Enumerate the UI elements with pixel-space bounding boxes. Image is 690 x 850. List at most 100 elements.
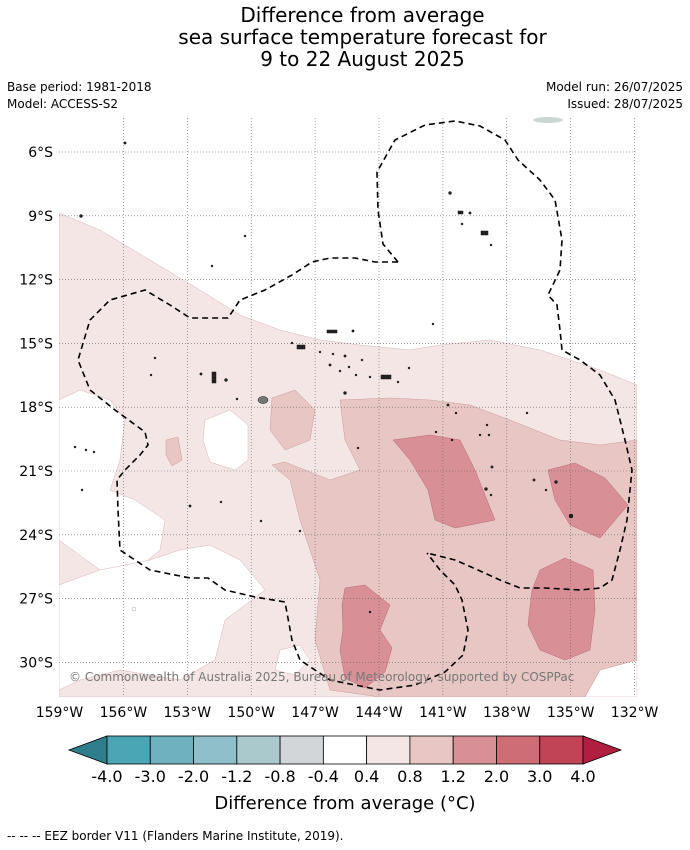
eez-border-marquesas [376,120,633,591]
colorbar-swatch [452,735,497,765]
island [210,264,214,268]
longitude-label: 159°W [36,705,84,721]
model-name: Model: ACCESS-S2 [7,97,119,111]
longitude-label: 141°W [419,705,467,721]
eez-legend-note: -- -- -- EEZ border V11 (Flanders Marine… [7,829,344,843]
island [131,606,137,612]
island [331,352,335,356]
colorbar-tick-labels: -4.0 -3.0 -2.0 -1.2 -0.8 -0.4 0.4 0.8 1.2 2.0 3.0 4… [91,767,595,786]
island [343,354,347,358]
island [568,513,574,519]
colorbar-swatch [149,735,194,765]
island [73,445,77,449]
colorbar-tick-label: -3.0 [135,767,166,786]
latitude-label: 18°S [19,400,53,416]
island [457,210,464,215]
colorbar-tick-label: -0.4 [308,767,339,786]
island [525,411,529,415]
colorbar-tick-label: -2.0 [178,767,209,786]
colorbar-tick-label: 4.0 [570,767,595,786]
colorbar-extend-high [582,735,623,765]
latitude-label: 21°S [19,464,53,480]
longitude-label: 144°W [355,705,403,721]
island [407,366,411,370]
island [533,117,563,123]
latitude-label: 6°S [28,145,53,161]
island [360,358,364,362]
island [354,373,358,377]
eez-borders [77,120,633,691]
colorbar-tick-label: 0.4 [354,767,379,786]
latitude-label: 12°S [19,273,53,289]
island [328,363,332,367]
island [296,344,306,350]
latitude-label: 30°S [19,655,53,671]
island [368,375,372,379]
colorbar-swatch [366,735,411,765]
meta-right: Model run: 26/07/2025 Issued: 28/07/2025 [546,79,683,113]
neutral-region [274,644,311,676]
colorbar-swatch [322,735,368,765]
island [450,438,454,442]
island [235,397,239,401]
island [149,373,153,377]
island [224,378,228,382]
island [219,500,223,504]
island [318,350,322,354]
colorbar-tick-label: 3.0 [527,767,552,786]
island [446,403,450,407]
latitude-label: 24°S [19,528,53,544]
colorbar-tick-label: -4.0 [91,767,122,786]
island [188,504,192,508]
colorbar-swatch [106,735,151,765]
title-line-3: 9 to 22 August 2025 [260,47,465,71]
anomaly-region-1-2 [547,462,629,539]
longitude-label: 147°W [291,705,339,721]
island [338,369,342,373]
island [485,423,489,427]
latitude-labels: 6°S 9°S 12°S 15°S 18°S 21°S 24°S 27°S 30°S [19,145,53,671]
island [448,191,452,195]
longitude-label: 153°W [164,705,212,721]
map-title: Difference from average sea surface temp… [0,4,690,70]
title-line-2: sea surface temperature forecast for [178,25,547,49]
colorbar-title: Difference from average (°C) [214,793,476,814]
colorbar-swatch [539,735,584,765]
colorbar-tick-label: -1.2 [221,767,252,786]
island [490,465,494,469]
island [343,391,347,395]
island [368,610,372,614]
latitude-label: 27°S [19,592,53,608]
island [211,371,217,384]
island [326,329,338,334]
island [380,374,392,380]
title-line-1: Difference from average [240,3,485,27]
island [434,430,438,434]
base-period: Base period: 1981-2018 [7,80,152,94]
longitude-label: 132°W [611,705,659,721]
island [532,478,536,482]
latitude-label: 15°S [19,336,53,352]
anomaly-region-0-8 [165,436,183,467]
island [298,529,302,533]
colorbar-extend-low [67,735,108,765]
island [544,488,548,492]
colorbar-tick-label: -0.8 [264,767,295,786]
meta-left: Base period: 1981-2018 Model: ACCESS-S2 [7,79,152,113]
island [259,519,263,523]
eez-border-french-polynesia [77,257,469,691]
island [199,372,203,376]
colorbar-swatch [279,735,324,765]
island [84,448,88,452]
issued-date: Issued: 28/07/2025 [567,97,683,111]
island [79,214,83,218]
longitude-label: 135°W [547,705,595,721]
island [351,329,355,333]
anomaly-fields [59,212,637,697]
model-run: Model run: 26/07/2025 [545,80,683,94]
island [489,493,493,497]
island [257,396,269,404]
island [478,433,482,437]
island [484,487,488,491]
